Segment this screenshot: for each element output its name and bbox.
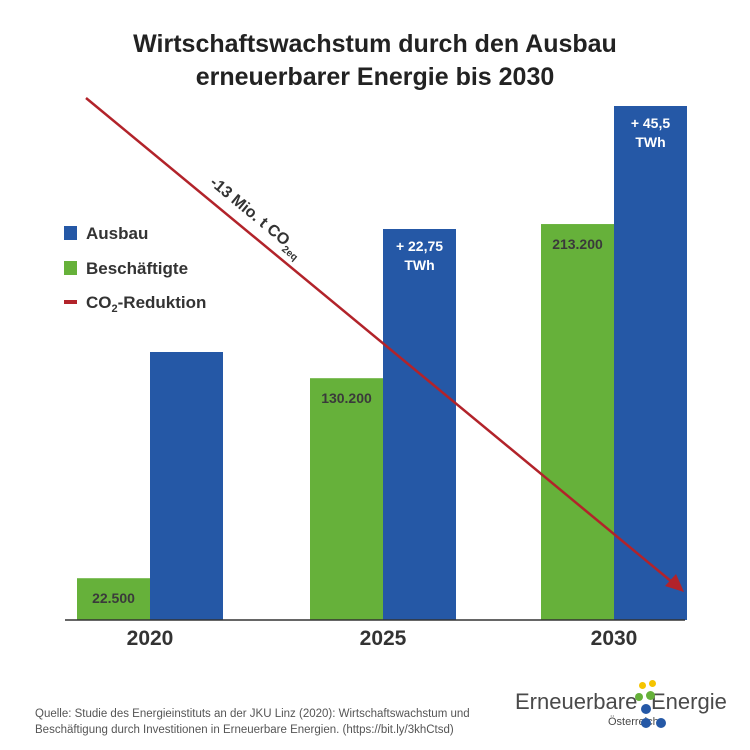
x-tick-label-2020: 2020: [127, 627, 174, 650]
bar-beschaeftigte-2025: [310, 378, 383, 620]
legend-label-beschaeftigte: Beschäftigte: [86, 259, 188, 278]
legend-swatch-beschaeftigte: [64, 261, 77, 275]
legend-swatch-ausbau: [64, 226, 77, 240]
logo-word-1: Erneuerbare: [515, 689, 638, 714]
co2-arrowhead: [665, 574, 684, 592]
chart-title: Wirtschaftswachstum durch den Ausbau ern…: [0, 28, 750, 94]
bar-ausbau-2030: [614, 106, 687, 620]
brand-logo: Erneuerbare Energie Österreich: [515, 680, 735, 740]
x-tick-label-2025: 2025: [360, 627, 407, 650]
co2-reduction-line: [85, 97, 673, 583]
co2-annotation: -13 Mio. t CO2eq: [204, 174, 306, 263]
bar-ausbau-2025: [383, 229, 456, 620]
data-label-beschaeftigte-2020: 22.500: [92, 590, 135, 606]
data-label-ausbau-2025-line-2: TWh: [404, 257, 434, 273]
bar-ausbau-2020: [150, 352, 223, 620]
data-label-ausbau-2030-line-1: + 45,5: [631, 115, 671, 131]
chart-title-line-2: erneuerbarer Energie bis 2030: [195, 63, 555, 91]
legend-label-co2: CO2-Reduktion: [86, 293, 206, 315]
data-label-beschaeftigte-2030: 213.200: [552, 236, 603, 252]
data-label-ausbau-2025-line-1: + 22,75: [396, 238, 443, 254]
logo-dot-yellow-1: [639, 682, 646, 689]
bar-beschaeftigte-2030: [541, 224, 614, 621]
logo-dot-blue-3: [656, 718, 666, 728]
bar-beschaeftigte-2020: [77, 578, 150, 620]
logo-dot-yellow-2: [649, 680, 656, 687]
logo-dot-blue-1: [641, 704, 651, 714]
source-note: Quelle: Studie des Energieinstituts an d…: [35, 708, 470, 736]
data-label-beschaeftigte-2025: 130.200: [321, 390, 372, 406]
data-label-ausbau-2030-line-2: TWh: [635, 134, 665, 150]
logo-dot-blue-2: [641, 718, 651, 728]
logo-word-2: Energie: [651, 689, 727, 714]
chart-title-line-1: Wirtschaftswachstum durch den Ausbau: [133, 30, 617, 58]
logo-dot-green-2: [646, 691, 655, 700]
x-tick-label-2030: 2030: [591, 627, 638, 650]
logo-dot-green-1: [635, 693, 643, 701]
logo-subtitle: Österreich: [608, 716, 659, 728]
legend-swatch-co2: [64, 300, 77, 304]
legend-label-ausbau: Ausbau: [86, 224, 148, 243]
